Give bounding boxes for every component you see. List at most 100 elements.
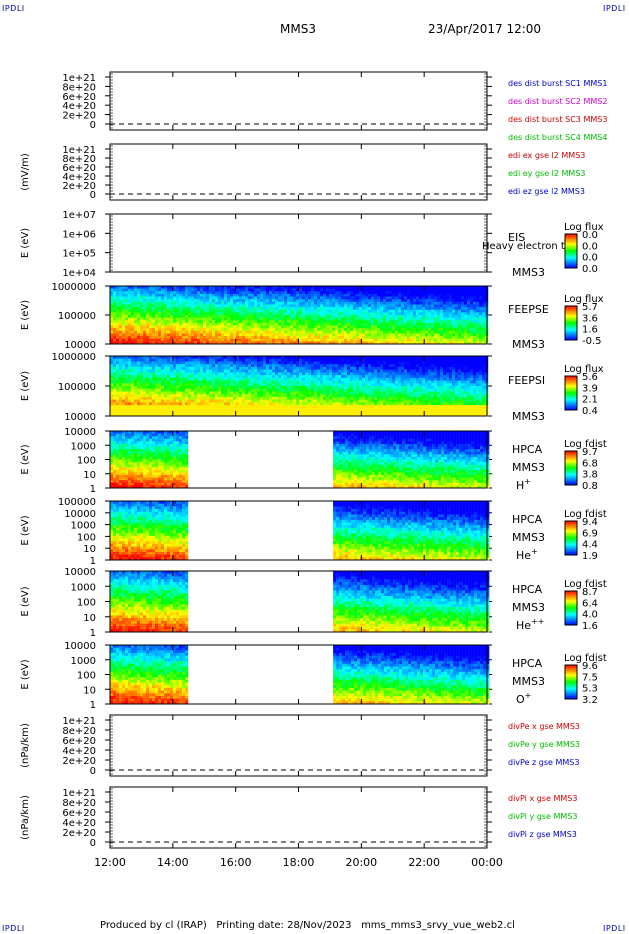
spectrogram-cell <box>272 317 276 321</box>
spectrogram-cell <box>242 358 246 362</box>
spectrogram-cell <box>251 293 255 297</box>
spectrogram-cell <box>326 413 330 417</box>
spectrogram-cell <box>374 291 378 295</box>
spectrogram-cell <box>266 315 270 318</box>
spectrogram-cell <box>152 399 156 403</box>
spectrogram-cell <box>293 364 297 368</box>
spectrogram-cell <box>209 413 213 417</box>
spectrogram-cell <box>221 394 225 398</box>
spectrogram-cell <box>398 288 402 292</box>
spectrogram-cell <box>260 413 264 417</box>
spectrogram-cell <box>437 293 441 297</box>
spectrogram-cell <box>242 309 246 313</box>
spectrogram-cell <box>446 333 450 337</box>
spectrogram-cell <box>287 315 291 318</box>
spectrogram-cell <box>215 288 219 292</box>
spectrogram-cell <box>212 341 216 345</box>
spectrogram-cell <box>152 375 156 379</box>
spectrogram-cell <box>284 399 288 403</box>
spectrogram-cell <box>296 328 300 332</box>
spectrogram-cell <box>350 405 354 409</box>
spectrogram-cell <box>161 288 165 292</box>
spectrogram-cell <box>311 407 315 411</box>
spectrogram-cell <box>134 383 138 387</box>
spectrogram-cell <box>206 328 210 332</box>
spectrogram-cell <box>278 296 282 300</box>
spectrogram-cell <box>278 304 282 308</box>
spectrogram-cell <box>482 301 486 305</box>
spectrogram-cell <box>218 369 222 373</box>
spectrogram-cell <box>299 333 303 337</box>
spectrogram-cell <box>143 288 147 292</box>
spectrogram-cell <box>140 375 144 379</box>
spectrogram-cell <box>449 341 453 345</box>
spectrogram-cell <box>425 296 429 300</box>
spectrogram-cell <box>191 320 195 324</box>
spectrogram-cell <box>134 364 138 368</box>
spectrogram-cell <box>350 322 354 326</box>
colorbar <box>564 233 578 269</box>
spectrogram-cell <box>275 291 279 295</box>
spectrogram-cell <box>335 315 339 318</box>
spectrogram-cell <box>401 333 405 337</box>
spectrogram-cell <box>197 312 201 316</box>
spectrogram-cell <box>455 304 459 308</box>
spectrogram-cell <box>155 402 159 406</box>
spectrogram-cell <box>176 299 180 303</box>
spectrogram-cell <box>110 286 114 289</box>
spectrogram-cell <box>293 312 297 316</box>
spectrogram-cell <box>191 333 195 337</box>
spectrogram-cell <box>323 315 327 318</box>
spectrogram-cell <box>278 388 282 392</box>
spectrogram-cell <box>110 309 114 313</box>
spectrogram-cell <box>326 315 330 318</box>
spectrogram-cell <box>326 405 330 409</box>
spectrogram-cell <box>311 377 315 381</box>
spectrogram-cell <box>308 394 312 398</box>
spectrogram-cell <box>269 291 273 295</box>
spectrogram-cell <box>482 315 486 318</box>
spectrogram-cell <box>155 407 159 411</box>
spectrogram-cell <box>338 413 342 417</box>
spectrogram-cell <box>377 338 381 342</box>
spectrogram-cell <box>311 413 315 417</box>
spectrogram-cell <box>455 288 459 292</box>
spectrogram-cell <box>329 358 333 362</box>
spectrogram-cell <box>344 372 348 376</box>
spectrogram-cell <box>290 301 294 305</box>
spectrogram-cell <box>155 383 159 387</box>
spectrogram-cell <box>167 330 171 334</box>
spectrogram-cell <box>326 307 330 311</box>
spectrogram-cell <box>170 328 174 332</box>
spectrogram-cell <box>392 301 396 305</box>
spectrogram-cell <box>245 338 249 342</box>
spectrogram-cell <box>323 407 327 411</box>
spectrogram-cell <box>452 296 456 300</box>
spectrogram-cell <box>470 315 474 318</box>
spectrogram-cell <box>230 402 234 406</box>
spectrogram-cell <box>155 369 159 373</box>
spectrogram-cell <box>287 330 291 334</box>
spectrogram-cell <box>128 361 132 365</box>
spectrogram-cell <box>344 304 348 308</box>
spectrogram-cell <box>314 366 318 370</box>
spectrogram-cell <box>191 286 195 289</box>
spectrogram-cell <box>119 330 123 334</box>
spectrogram-cell <box>347 330 351 334</box>
spectrogram-cell <box>371 304 375 308</box>
spectrogram-cell <box>374 296 378 300</box>
spectrogram-cell <box>245 399 249 403</box>
spectrogram-cell <box>356 307 360 311</box>
spectrogram-cell <box>197 396 201 400</box>
spectrogram-cell <box>170 336 174 340</box>
spectrogram-cell <box>221 380 225 384</box>
spectrogram-cell <box>479 325 483 329</box>
spectrogram-cell <box>179 391 183 395</box>
spectrogram-cell <box>266 291 270 295</box>
spectrogram-cell <box>272 380 276 384</box>
spectrogram-cell <box>317 307 321 311</box>
spectrogram-cell <box>290 386 294 390</box>
spectrogram-cell <box>299 301 303 305</box>
spectrogram-cell <box>272 407 276 411</box>
spectrogram-cell <box>248 291 252 295</box>
